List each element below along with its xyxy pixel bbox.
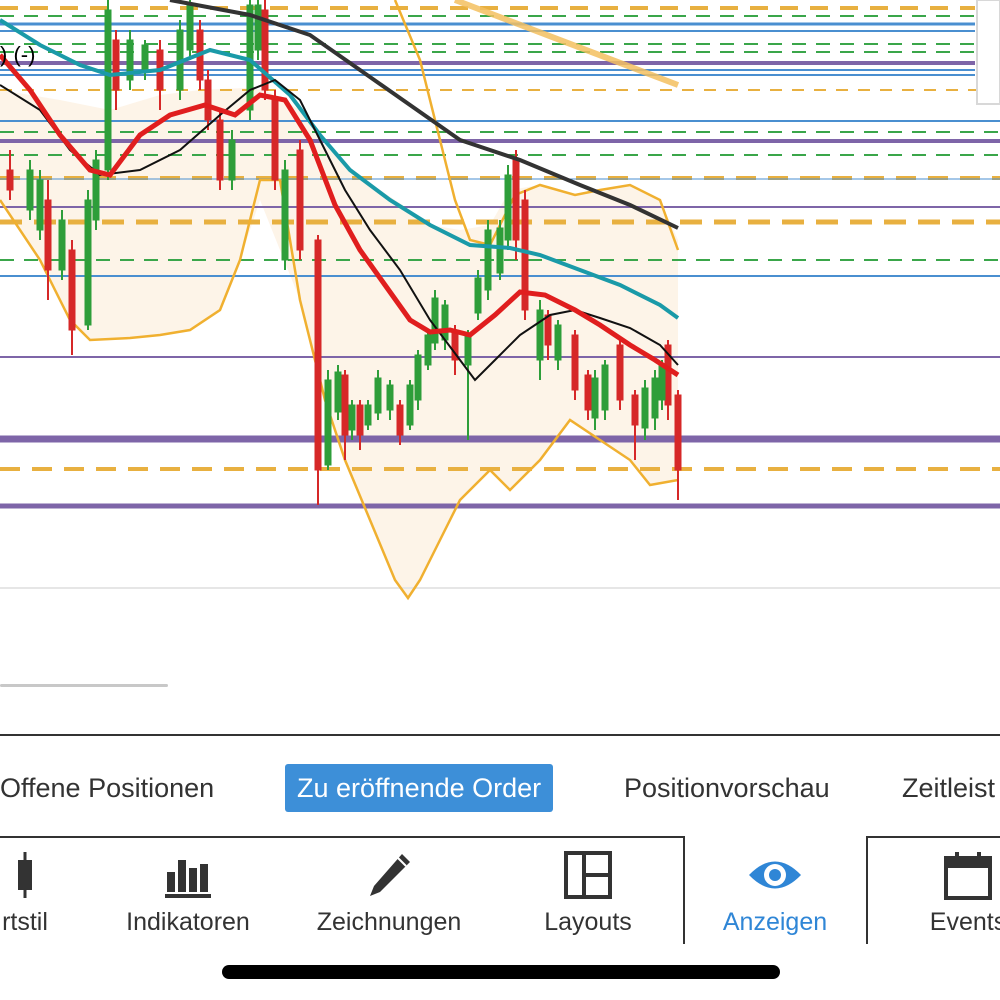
toolbar-border xyxy=(868,836,1000,838)
chart-canvas[interactable] xyxy=(0,0,1000,735)
ema-red xyxy=(0,53,680,378)
trend-line[interactable] xyxy=(453,0,680,88)
tab-zeitleiste[interactable]: Zeitleist xyxy=(902,773,996,803)
price-chart[interactable]: ) (-) xyxy=(0,0,1000,735)
long-moving-average xyxy=(169,0,679,230)
candlestick-icon xyxy=(10,850,40,905)
toolbar-label: Layouts xyxy=(544,908,632,936)
toolbar-label: rtstil xyxy=(2,908,48,936)
panel-divider[interactable] xyxy=(0,734,1000,736)
toolbar-layouts-button[interactable]: Layouts xyxy=(528,836,648,944)
toolbar-label: Anzeigen xyxy=(722,908,828,936)
toolbar-border xyxy=(0,836,685,838)
price-levels xyxy=(0,6,1000,589)
bar-chart-icon xyxy=(163,850,213,905)
calendar-icon xyxy=(943,850,993,907)
toolbar-label: Zeichnungen xyxy=(316,908,462,936)
toolbar-divider xyxy=(683,836,685,944)
pencil-icon xyxy=(364,850,414,907)
tab-positionvorschau[interactable]: Positionvorschau xyxy=(624,773,830,803)
order-tab-bar: Offene Positionen Zu eröffnende Order Po… xyxy=(0,736,1000,836)
toolbar-indikatoren-button[interactable]: Indikatoren xyxy=(118,836,258,944)
toolbar-zeichnungen-button[interactable]: Zeichnungen xyxy=(308,836,470,944)
bottom-toolbar: rtstil Indikatoren Zeichnungen xyxy=(0,836,1000,944)
toolbar-label: Indikatoren xyxy=(126,908,250,936)
layout-icon xyxy=(563,850,613,907)
toolbar-chartstil-button[interactable]: rtstil xyxy=(0,836,70,944)
home-indicator[interactable] xyxy=(222,965,780,979)
ema-teal xyxy=(0,18,680,320)
horizontal-scrollbar[interactable] xyxy=(0,684,168,687)
toolbar-events-button[interactable]: Events xyxy=(918,836,1000,944)
tab-offene-positionen[interactable]: Offene Positionen xyxy=(0,773,215,803)
candles xyxy=(6,0,682,505)
toolbar-label: Events xyxy=(929,908,1000,936)
bollinger-lower xyxy=(0,178,679,601)
toolbar-divider xyxy=(866,836,868,944)
eye-icon xyxy=(747,850,803,905)
tab-zu-eroeffnende-order[interactable]: Zu eröffnende Order xyxy=(285,764,554,812)
toolbar-anzeigen-button[interactable]: Anzeigen xyxy=(710,836,840,944)
scale-box xyxy=(976,0,1000,105)
indicator-legend[interactable]: ) (-) xyxy=(0,42,36,67)
